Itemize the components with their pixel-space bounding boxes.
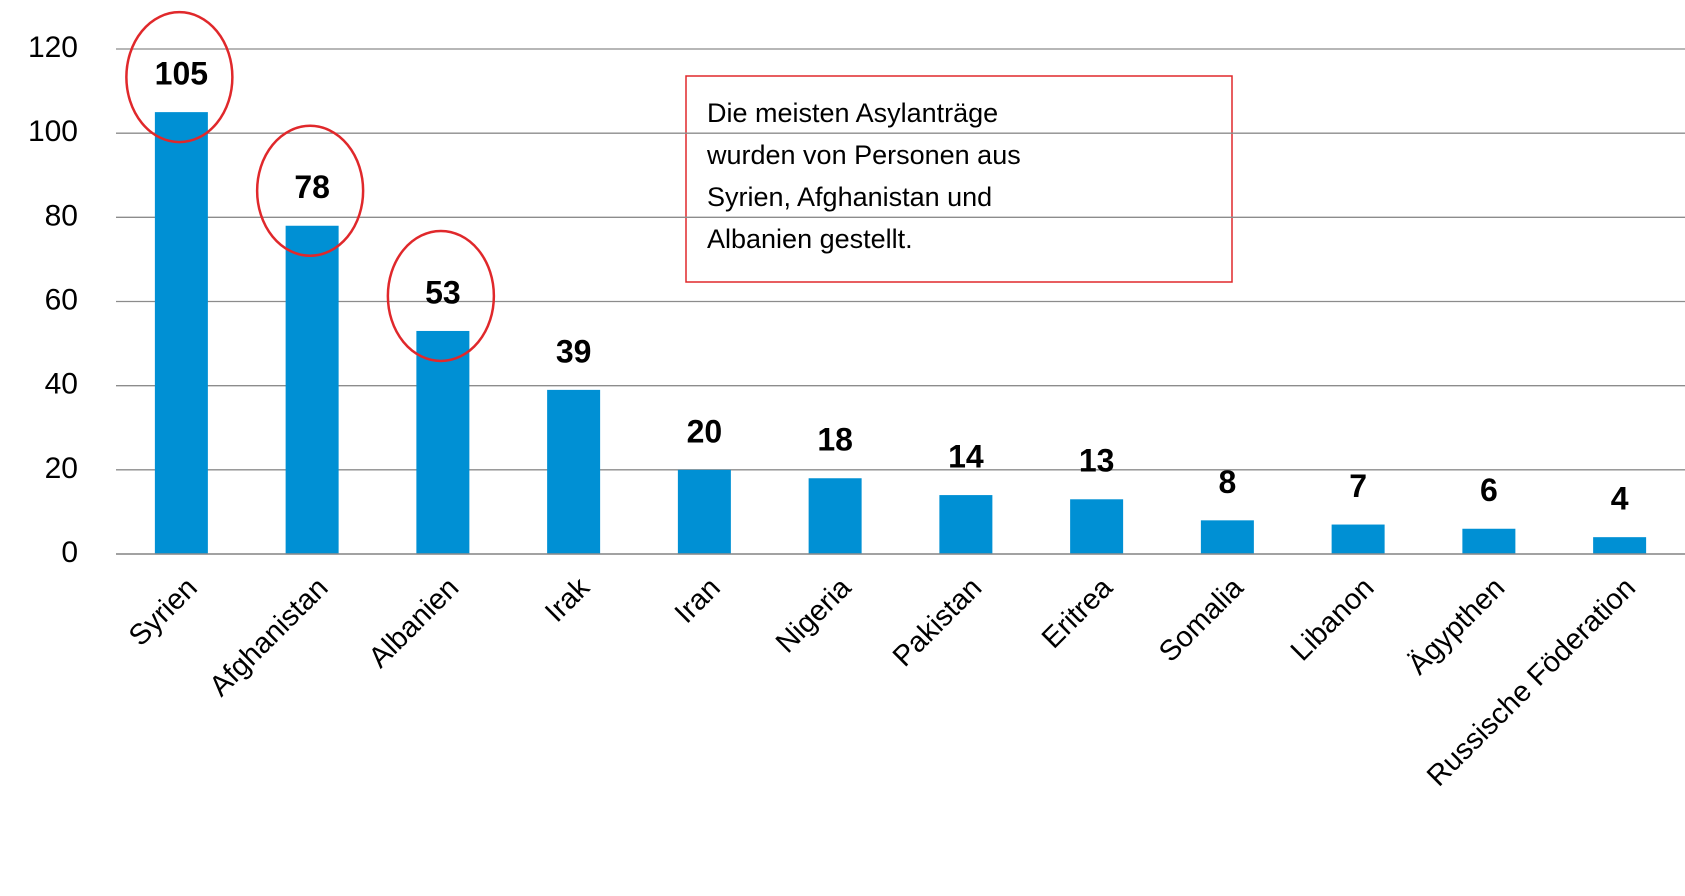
annotation-line: wurden von Personen aus — [706, 140, 1021, 170]
data-label: 105 — [155, 56, 208, 92]
y-tick-label: 40 — [45, 368, 78, 401]
bar — [1070, 499, 1124, 554]
x-tick-label: Iran — [669, 572, 727, 630]
y-tick-label: 80 — [45, 199, 78, 232]
bar — [416, 330, 470, 554]
data-label: 78 — [294, 169, 330, 205]
y-tick-label: 100 — [28, 115, 78, 148]
x-tick-label: Eritrea — [1036, 571, 1120, 655]
data-label: 14 — [948, 439, 984, 475]
x-tick-label: Somalia — [1153, 571, 1250, 668]
bar — [1331, 524, 1385, 554]
bar — [1462, 528, 1516, 554]
data-label: 39 — [556, 333, 592, 369]
highlight-circle — [125, 10, 234, 144]
x-tick-label: Ägypthen — [1402, 572, 1511, 681]
x-tick-label: Irak — [539, 571, 596, 628]
y-tick-label: 0 — [61, 536, 78, 569]
y-tick-label: 20 — [45, 452, 78, 485]
bar — [939, 495, 993, 554]
x-tick-label: Pakistan — [887, 572, 988, 673]
bar — [285, 225, 339, 554]
y-tick-label: 120 — [28, 31, 78, 64]
data-label: 18 — [817, 422, 853, 458]
highlight-circle — [255, 124, 365, 257]
bar — [154, 112, 208, 554]
data-label: 13 — [1079, 443, 1115, 479]
y-tick-label: 60 — [45, 283, 78, 316]
annotation-line: Albanien gestellt. — [707, 224, 913, 254]
data-label: 4 — [1611, 481, 1629, 517]
data-label: 6 — [1480, 472, 1498, 508]
data-label: 20 — [687, 413, 723, 449]
data-label: 7 — [1349, 468, 1367, 504]
highlight-circle — [386, 229, 496, 363]
bar — [1593, 537, 1647, 554]
annotation-line: Syrien, Afghanistan und — [707, 182, 992, 212]
bar — [1200, 520, 1254, 554]
x-tick-label: Nigeria — [770, 571, 858, 659]
bar — [677, 469, 731, 554]
x-tick-label: Syrien — [123, 572, 204, 653]
x-tick-label: Albanien — [363, 572, 465, 674]
data-label: 53 — [425, 274, 461, 310]
x-tick-label: Afghanistan — [204, 572, 335, 703]
annotation-line: Die meisten Asylanträge — [707, 98, 998, 128]
x-tick-label: Libanon — [1285, 572, 1381, 668]
bar — [808, 478, 862, 554]
data-label: 8 — [1218, 464, 1236, 500]
annotation-box — [685, 75, 1233, 283]
bar — [547, 389, 601, 554]
